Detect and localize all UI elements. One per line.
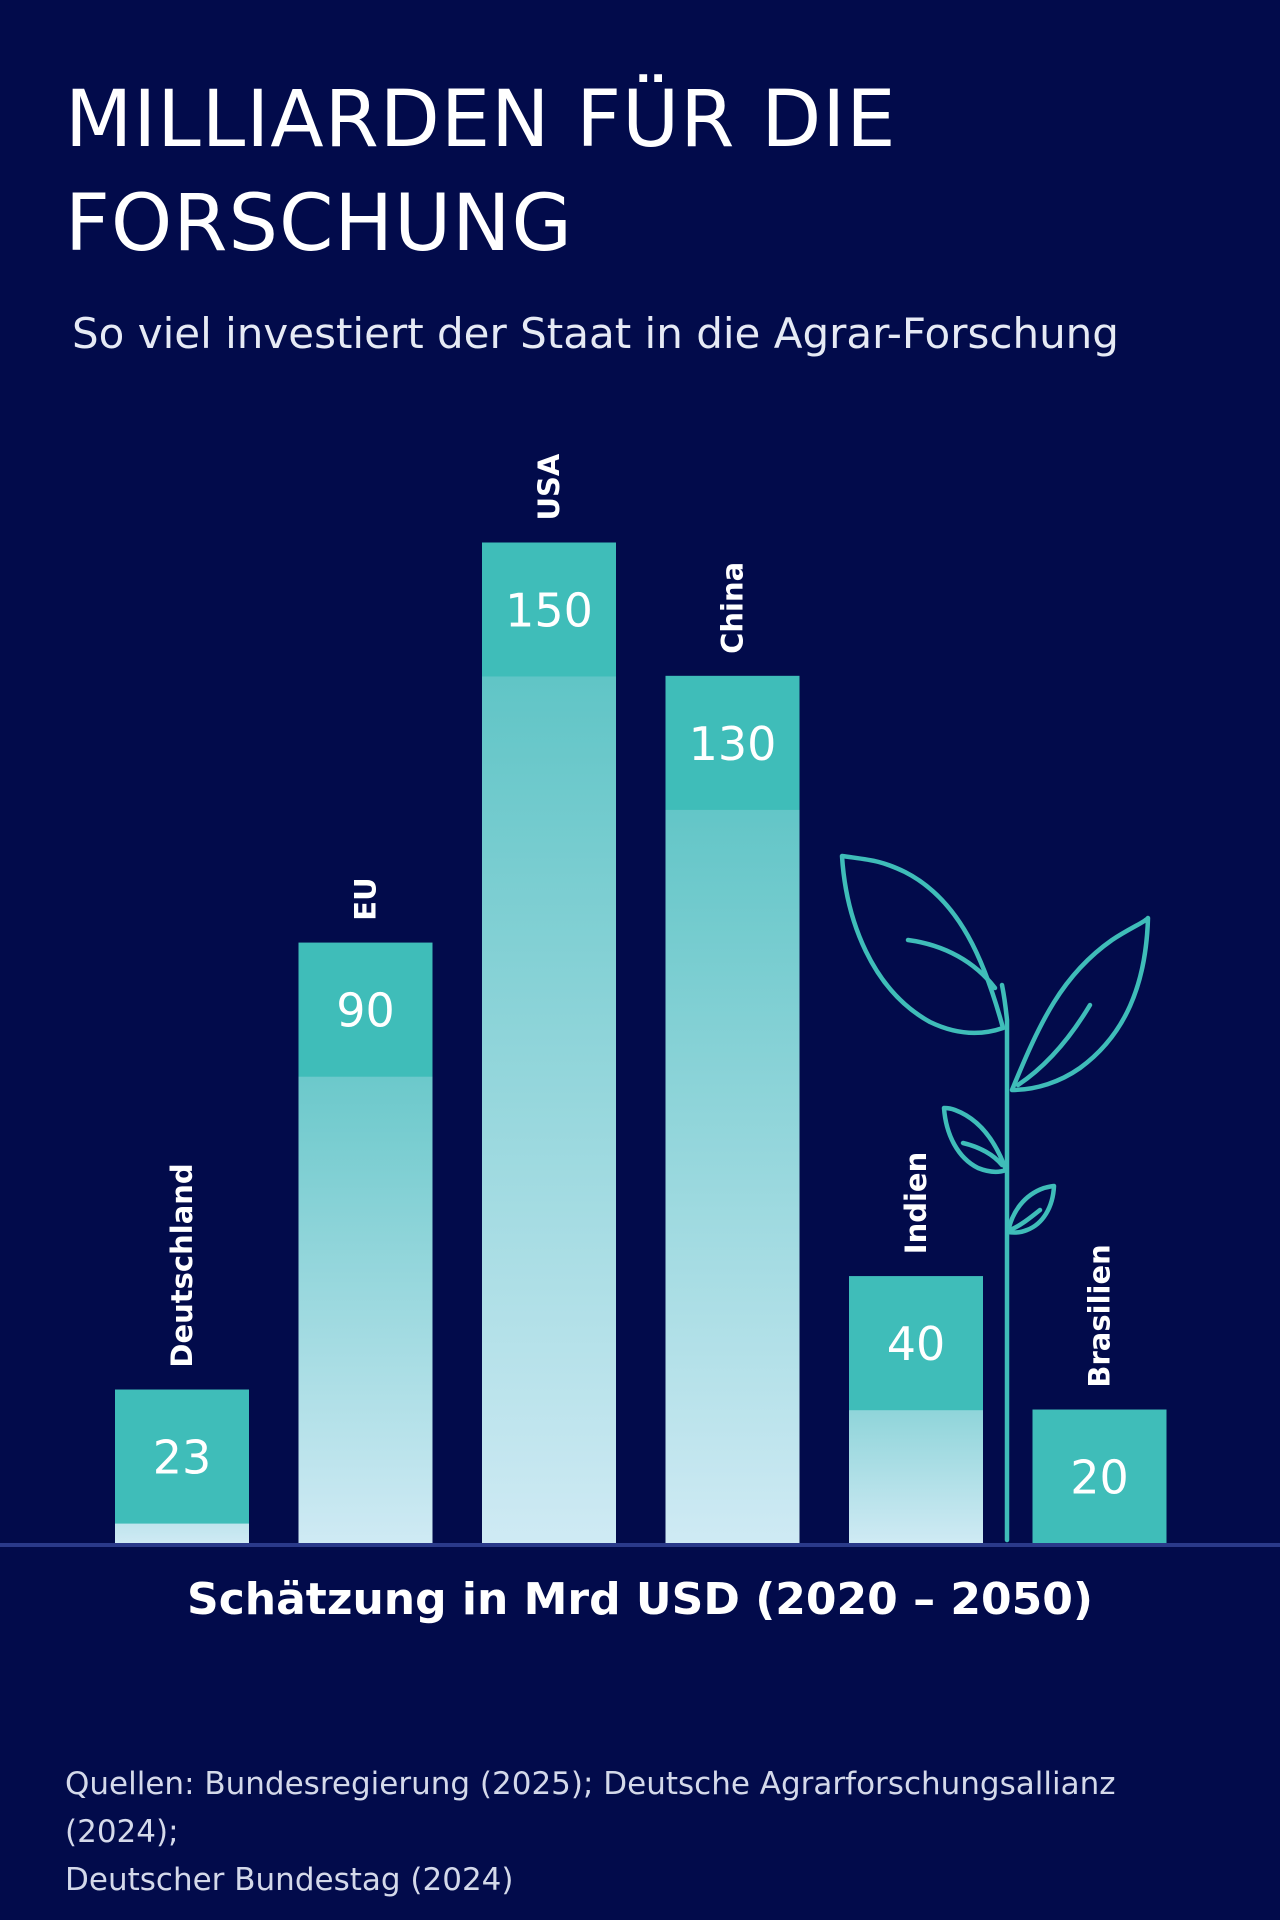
value-label-brasilien: 20: [1070, 1450, 1129, 1504]
plant-leaf-large-right: [1009, 915, 1151, 1093]
source-line-1: Quellen: Bundesregierung (2025); Deutsch…: [65, 1766, 1116, 1850]
plant-leaf-large-right-vein: [1015, 1002, 1093, 1088]
bars-group: 23 Deutschland 90 EU 150 USA 130 China 40 Indien 2…: [115, 453, 1167, 1543]
chart-subtitle: So viel investiert der Staat in die Agra…: [72, 309, 1119, 358]
x-axis-label: Schätzung in Mrd USD (2020 – 2050): [187, 1574, 1093, 1625]
bar-usa: [482, 542, 616, 1543]
category-label-brasilien: Brasilien: [1083, 1244, 1117, 1387]
bar-cap-indien: [849, 1276, 983, 1411]
value-label-indien: 40: [887, 1317, 946, 1371]
plant-leaf-large-left: [839, 853, 1006, 1035]
chart-title: MILLIARDEN FÜR DIE FORSCHUNG: [65, 68, 1165, 276]
category-label-eu: EU: [349, 877, 383, 920]
category-label-china: China: [716, 562, 750, 654]
plant-stem: [999, 982, 1010, 1543]
bar-cap-eu: [298, 942, 433, 1077]
title-line-1: MILLIARDEN FÜR DIE: [65, 75, 897, 165]
bar-cap-brasilien: [1032, 1409, 1167, 1543]
bar-cap-deutschland: [115, 1389, 249, 1524]
bar-china: [665, 675, 800, 1543]
value-label-usa: 150: [505, 584, 593, 638]
category-label-deutschland: Deutschland: [165, 1163, 199, 1367]
title-line-2: FORSCHUNG: [65, 179, 573, 269]
bar-cap-usa: [482, 542, 616, 677]
source-note: Quellen: Bundesregierung (2025); Deutsch…: [65, 1760, 1235, 1904]
bar-cap-china: [665, 675, 800, 810]
value-label-china: 130: [689, 717, 777, 771]
plant-leaf-small-left: [941, 1105, 1009, 1174]
value-label-eu: 90: [336, 984, 395, 1038]
value-label-deutschland: 23: [153, 1431, 212, 1485]
plant-leaf-small-right: [1005, 1183, 1057, 1235]
plant-leaf-small-left-vein: [960, 1140, 1005, 1168]
category-label-indien: Indien: [899, 1152, 933, 1254]
plant-sprout-icon: [839, 853, 1151, 1543]
source-line-2: Deutscher Bundestag (2024): [65, 1862, 514, 1898]
plant-leaf-small-right-vein: [1007, 1207, 1043, 1233]
plant-leaf-large-left-vein: [905, 937, 998, 991]
category-label-usa: USA: [532, 453, 566, 520]
